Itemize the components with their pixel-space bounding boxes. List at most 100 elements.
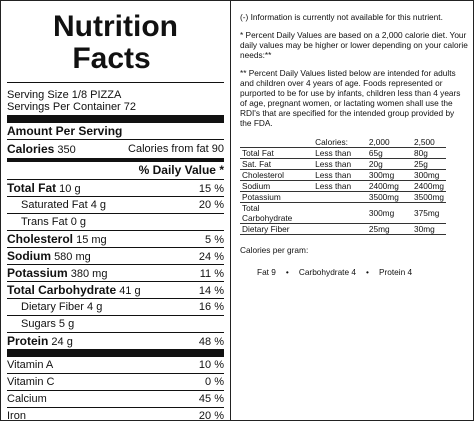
nutrient-amount: 4 g: [87, 301, 103, 313]
table-cell: Potassium: [240, 191, 314, 203]
nutrition-facts-panel: Nutrition Facts Serving Size 1/8 PIZZA S…: [7, 5, 224, 424]
table-cell: 30mg: [412, 223, 446, 235]
table-cell: 2400mg: [366, 180, 413, 192]
table-row: Total Carbohydrate 300mg 375mg: [240, 202, 446, 224]
title-rule: [7, 82, 224, 83]
nutrient-row-sodium: Sodium 580 mg 24 %: [7, 247, 224, 264]
bullet-separator: •: [366, 267, 369, 277]
vitamin-dv: 20 %: [198, 410, 224, 422]
nutrient-name: Saturated Fat: [21, 199, 88, 211]
nutrient-amount: 380 mg: [70, 268, 108, 280]
nutrient-dv: 14 %: [198, 285, 224, 297]
vitamin-row-iron: Iron 20 %: [7, 407, 224, 424]
vitamin-row-a: Vitamin A 10 %: [7, 357, 224, 373]
notes-panel: (-) Information is currently not availab…: [240, 12, 468, 277]
table-row: Sodium Less than 2400mg 2400mg: [240, 180, 446, 192]
cpg-fat: Fat 9: [257, 267, 276, 277]
nutrient-amount: 580 mg: [54, 251, 91, 263]
table-cell: 3500mg: [366, 191, 413, 203]
footnote-daily-values: * Percent Daily Values are based on a 2,…: [240, 30, 468, 60]
nutrient-amount: 15 mg: [76, 234, 107, 246]
vitamin-row-calcium: Calcium 45 %: [7, 390, 224, 407]
nutrient-row-cholesterol: Cholesterol 15 mg 5 %: [7, 230, 224, 247]
thick-rule-vitamins: [7, 349, 224, 357]
cpg-carbohydrate: Carbohydrate 4: [298, 267, 357, 277]
table-row: Sat. Fat Less than 20g 25g: [240, 158, 446, 170]
table-cell: Cholesterol: [240, 169, 314, 181]
nutrient-row-potassium: Potassium 380 mg 11 %: [7, 264, 224, 281]
title-line-1: Nutrition: [53, 10, 178, 43]
vitamin-name: Iron: [7, 410, 26, 422]
nutrient-row-trans-fat: Trans Fat 0 g: [7, 213, 224, 230]
table-cell: 300mg: [366, 169, 413, 181]
vitamin-dv: 45 %: [198, 393, 224, 405]
table-cell: 375mg: [412, 202, 446, 224]
nutrient-row-protein: Protein 24 g 48 %: [7, 332, 224, 349]
nutrient-name: Sodium: [7, 249, 51, 263]
amount-per-serving: Amount Per Serving: [7, 124, 123, 138]
nutrient-row-dietary-fiber: Dietary Fiber 4 g 16 %: [7, 298, 224, 315]
table-cell: 2400mg: [412, 180, 446, 192]
nutrient-amount: 10 g: [59, 183, 81, 195]
nutrient-dv: 16 %: [198, 301, 224, 313]
calories-per-gram-label: Calories per gram:: [240, 245, 309, 255]
table-cell: Less than: [313, 158, 367, 170]
nutrient-amount: 24 g: [51, 336, 73, 348]
vitamin-dv: 10 %: [198, 359, 224, 371]
table-row: Total Fat Less than 65g 80g: [240, 147, 446, 159]
table-cell: Total Carbohydrate: [240, 202, 314, 224]
bullet-separator: •: [285, 267, 289, 277]
nutrient-name: Sugars: [21, 318, 56, 330]
servings-per-container: Servings Per Container 72: [7, 101, 137, 113]
nutrient-row-saturated-fat: Saturated Fat 4 g 20 %: [7, 196, 224, 213]
cpg-protein: Protein 4: [378, 267, 413, 277]
table-header-cell: Calories:: [313, 136, 367, 148]
table-cell: 25mg: [366, 223, 413, 235]
daily-values-table: Calories: 2,000 2,500 Total Fat Less tha…: [240, 136, 446, 235]
nutrient-dv: 15 %: [198, 183, 224, 195]
table-cell: Sat. Fat: [240, 158, 314, 170]
serving-size: Serving Size 1/8 PIZZA: [7, 89, 122, 101]
table-cell: 300mg: [366, 202, 413, 224]
table-header-cell: 2,000: [366, 136, 413, 148]
table-header-row: Calories: 2,000 2,500: [240, 136, 446, 148]
nutrient-dv: 24 %: [198, 251, 224, 263]
table-row: Potassium 3500mg 3500mg: [240, 191, 446, 203]
nutrient-dv: 48 %: [198, 336, 224, 348]
calories-label: Calories: [7, 142, 55, 156]
thick-rule-top: [7, 115, 224, 123]
footnote-age-groups: ** Percent Daily Values listed below are…: [240, 68, 461, 128]
nutrient-row-total-carbohydrate: Total Carbohydrate 41 g 14 %: [7, 281, 224, 298]
nutrient-dv: 20 %: [198, 199, 224, 211]
table-cell: Dietary Fiber: [240, 223, 314, 235]
nutrient-name: Total Carbohydrate: [7, 283, 117, 297]
table-cell: 80g: [412, 147, 446, 159]
table-cell: [313, 202, 367, 224]
vitamin-row-c: Vitamin C 0 %: [7, 373, 224, 390]
calories-value: 350: [57, 144, 76, 156]
title-line-2: Facts: [72, 42, 151, 75]
vitamin-name: Vitamin A: [7, 359, 54, 371]
nutrient-name: Dietary Fiber: [21, 301, 84, 313]
table-cell: Sodium: [240, 180, 314, 192]
calories-from-fat: Calories from fat 90: [128, 143, 224, 155]
table-cell: Less than: [313, 147, 367, 159]
nutrient-name: Cholesterol: [7, 232, 74, 246]
nutrient-name: Trans Fat: [21, 216, 68, 228]
medium-rule-calories: [7, 158, 224, 162]
table-cell: 20g: [366, 158, 413, 170]
nutrient-row-total-fat: Total Fat 10 g 15 %: [7, 179, 224, 196]
calories-per-gram-row: Fat 9 • Carbohydrate 4 • Protein 4: [240, 267, 468, 277]
table-header-cell: 2,500: [412, 136, 446, 148]
table-cell: Less than: [313, 180, 367, 192]
nutrient-amount: 4 g: [90, 199, 107, 211]
nutrient-dv: 11 %: [199, 268, 224, 280]
nutrient-name: Protein: [7, 334, 49, 348]
table-cell: [313, 223, 367, 235]
table-cell: 65g: [366, 147, 413, 159]
table-row: Dietary Fiber 25mg 30mg: [240, 223, 446, 235]
vitamin-name: Vitamin C: [7, 376, 55, 388]
table-header-cell: [240, 136, 314, 148]
nutrient-dv: 5 %: [205, 234, 224, 246]
nutrient-name: Potassium: [7, 266, 68, 280]
